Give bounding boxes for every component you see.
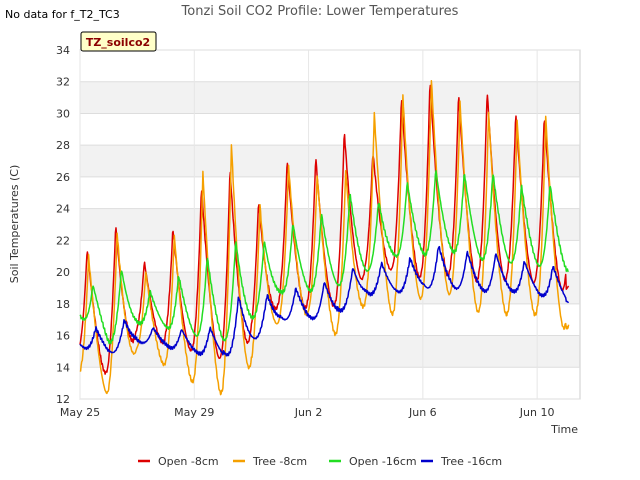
y-tick-label: 30 bbox=[56, 107, 70, 120]
legend: Open -8cm Tree -8cm Open -16cm Tree -16cm bbox=[138, 455, 502, 468]
series-line bbox=[79, 80, 570, 396]
legend-label: Open -8cm bbox=[158, 455, 219, 468]
background-band bbox=[80, 81, 580, 114]
plot-background-bands bbox=[80, 81, 580, 368]
badge-label: TZ_soilco2 bbox=[86, 36, 150, 49]
x-tick-label: Jun 6 bbox=[408, 406, 437, 419]
background-band bbox=[80, 145, 580, 177]
y-axis-label: Soil Temperatures (C) bbox=[8, 165, 21, 284]
series-line bbox=[79, 170, 569, 345]
x-tick-label: Jun 2 bbox=[294, 406, 323, 419]
y-tick-label: 32 bbox=[56, 76, 70, 89]
dataset-badge: TZ_soilco2 bbox=[80, 31, 157, 52]
y-tick-label: 26 bbox=[56, 171, 70, 184]
no-data-message: No data for f_T2_TC3 bbox=[5, 8, 120, 21]
y-tick-label: 12 bbox=[56, 393, 70, 406]
x-tick-label: May 29 bbox=[174, 406, 214, 419]
series-line bbox=[79, 245, 570, 357]
x-axis-ticks: May 25 May 29 Jun 2 Jun 6 Jun 10 bbox=[60, 406, 555, 419]
x-tick-label: Jun 10 bbox=[519, 406, 555, 419]
y-tick-label: 20 bbox=[56, 266, 70, 279]
y-tick-label: 24 bbox=[56, 203, 70, 216]
y-tick-label: 34 bbox=[56, 44, 70, 57]
legend-label: Tree -16cm bbox=[440, 455, 502, 468]
y-tick-label: 16 bbox=[56, 330, 70, 343]
legend-label: Tree -8cm bbox=[252, 455, 307, 468]
chart-title: Tonzi Soil CO2 Profile: Lower Temperatur… bbox=[181, 4, 459, 19]
y-tick-label: 14 bbox=[56, 361, 70, 374]
badge-box bbox=[80, 31, 157, 52]
y-tick-label: 18 bbox=[56, 298, 70, 311]
y-axis-ticks: 12 14 16 18 20 22 24 26 28 30 32 34 bbox=[56, 44, 70, 406]
background-band bbox=[80, 335, 580, 368]
x-tick-label: May 25 bbox=[60, 406, 100, 419]
background-band bbox=[80, 208, 580, 241]
y-tick-label: 28 bbox=[56, 139, 70, 152]
y-tick-label: 22 bbox=[56, 234, 70, 247]
legend-label: Open -16cm bbox=[349, 455, 417, 468]
x-axis-label: Time bbox=[550, 423, 578, 436]
series-lines bbox=[79, 80, 570, 396]
